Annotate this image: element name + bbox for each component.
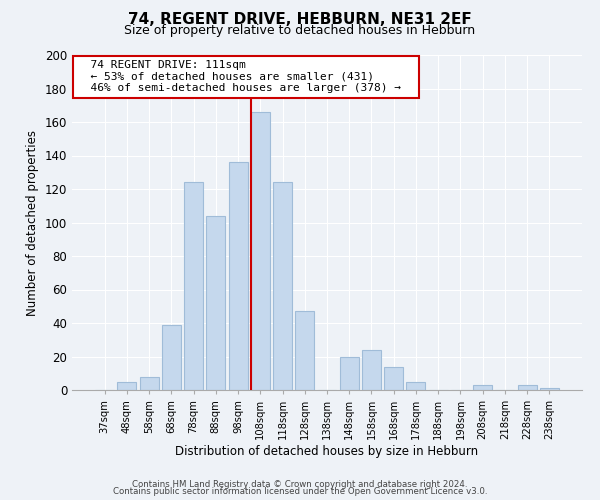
X-axis label: Distribution of detached houses by size in Hebburn: Distribution of detached houses by size … <box>175 445 479 458</box>
Bar <box>340 356 359 390</box>
Bar <box>229 162 248 390</box>
Bar <box>295 312 314 390</box>
Bar <box>406 382 425 390</box>
Text: 74 REGENT DRIVE: 111sqm  
  ← 53% of detached houses are smaller (431)  
  46% o: 74 REGENT DRIVE: 111sqm ← 53% of detache… <box>77 60 415 93</box>
Bar <box>540 388 559 390</box>
Bar <box>206 216 225 390</box>
Bar <box>362 350 381 390</box>
Bar <box>140 376 158 390</box>
Bar <box>118 382 136 390</box>
Y-axis label: Number of detached properties: Number of detached properties <box>26 130 39 316</box>
Bar <box>473 385 492 390</box>
Text: Contains HM Land Registry data © Crown copyright and database right 2024.: Contains HM Land Registry data © Crown c… <box>132 480 468 489</box>
Bar <box>184 182 203 390</box>
Text: Size of property relative to detached houses in Hebburn: Size of property relative to detached ho… <box>124 24 476 37</box>
Bar <box>162 324 181 390</box>
Bar <box>251 112 270 390</box>
Bar <box>518 385 536 390</box>
Bar <box>384 366 403 390</box>
Text: Contains public sector information licensed under the Open Government Licence v3: Contains public sector information licen… <box>113 487 487 496</box>
Bar <box>273 182 292 390</box>
Text: 74, REGENT DRIVE, HEBBURN, NE31 2EF: 74, REGENT DRIVE, HEBBURN, NE31 2EF <box>128 12 472 28</box>
